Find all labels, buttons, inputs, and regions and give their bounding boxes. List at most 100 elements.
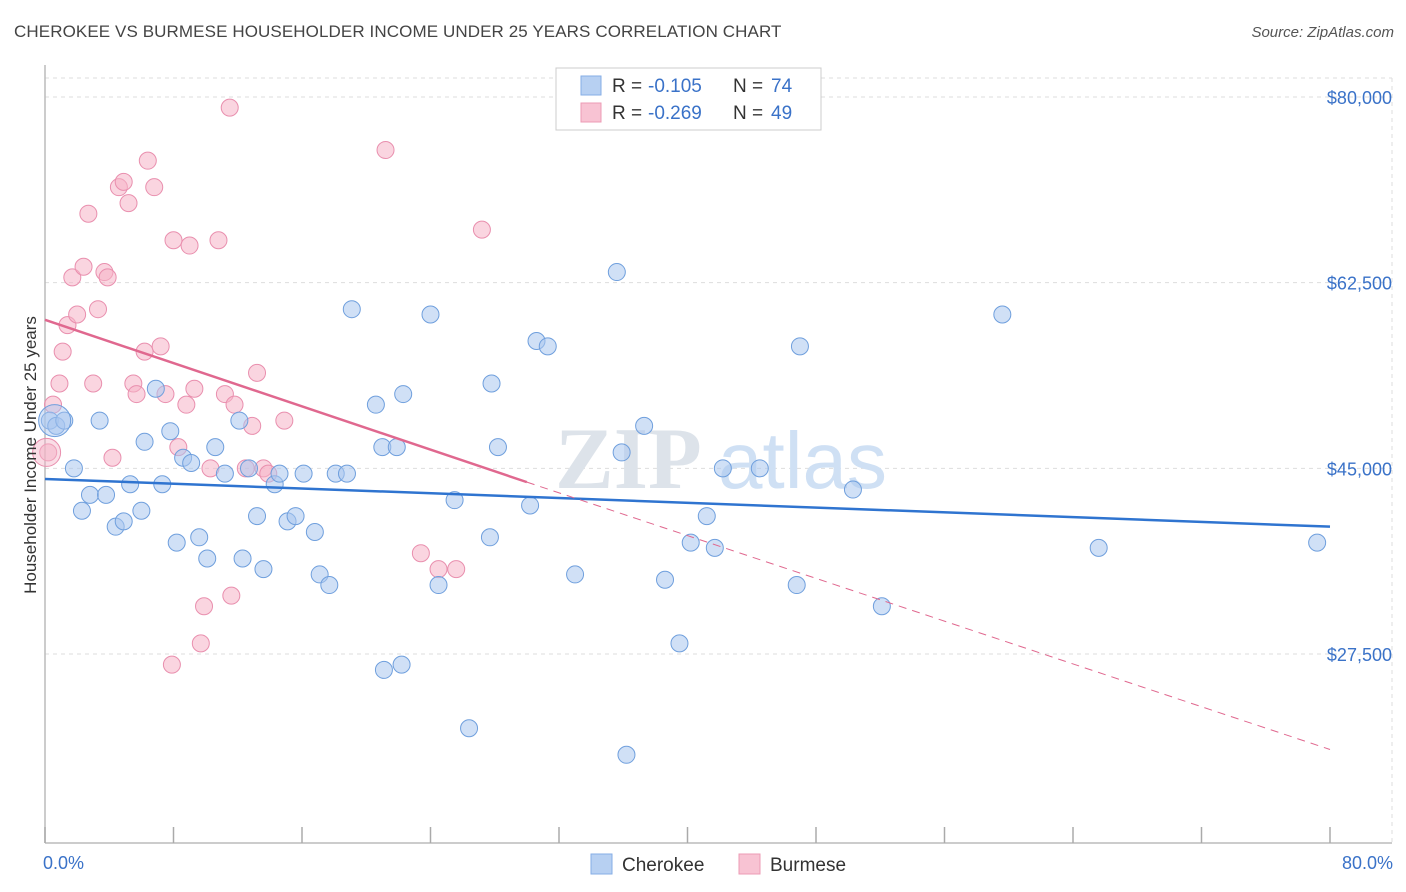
burmese-point <box>53 342 72 361</box>
burmese-point <box>68 305 87 324</box>
cherokee-point <box>566 565 585 584</box>
burmese-point <box>472 220 491 239</box>
burmese-point <box>119 194 138 213</box>
burmese-trend-line <box>44 318 528 484</box>
bottom-legend-swatch-cherokee <box>590 853 613 875</box>
cherokee-point <box>239 459 258 478</box>
burmese-point <box>209 231 228 250</box>
burmese-point <box>162 655 181 674</box>
cherokee-point <box>366 395 385 414</box>
cherokee-point-cluster <box>38 404 72 438</box>
burmese-point <box>164 231 183 250</box>
burmese-point <box>248 363 267 382</box>
cherokee-point <box>55 411 74 430</box>
burmese-point <box>84 374 103 393</box>
cherokee-point <box>521 496 540 515</box>
burmese-point <box>39 443 58 462</box>
cherokee-point <box>421 305 440 324</box>
cherokee-point <box>294 464 313 483</box>
source-credit: Source: ZipAtlas.com <box>1251 24 1394 41</box>
burmese-point <box>63 268 82 287</box>
cherokee-point <box>337 464 356 483</box>
cherokee-point <box>790 337 809 356</box>
burmese-point <box>411 544 430 563</box>
cherokee-point <box>146 379 165 398</box>
series-legend: Cherokee Burmese <box>590 853 846 876</box>
burmese-point <box>103 448 122 467</box>
burmese-point <box>79 204 98 223</box>
legend-n-label-2: N = <box>733 103 763 124</box>
cherokee-point <box>656 570 675 589</box>
legend-n-label-1: N = <box>733 76 763 97</box>
burmese-point <box>225 395 244 414</box>
cherokee-point <box>97 485 116 504</box>
cherokee-point <box>787 576 806 595</box>
cherokee-point <box>538 337 557 356</box>
cherokee-point <box>697 507 716 526</box>
legend-swatch-cherokee <box>580 75 602 96</box>
burmese-trend-line-extension <box>526 481 1331 750</box>
cherokee-point <box>233 549 252 568</box>
x-tick-label-max: 80.0% <box>1342 853 1393 873</box>
legend-swatch-burmese <box>580 102 602 123</box>
cherokee-point <box>374 660 393 679</box>
cherokee-point <box>1089 538 1108 557</box>
cherokee-point <box>482 374 501 393</box>
cherokee-point <box>488 438 507 457</box>
cherokee-point <box>617 745 636 764</box>
cherokee-point <box>1308 533 1327 552</box>
cherokee-point <box>270 464 289 483</box>
cherokee-point <box>607 263 626 282</box>
cherokee-point <box>114 512 133 531</box>
legend-r-value-2: -0.269 <box>648 103 702 124</box>
cherokee-point <box>460 719 479 738</box>
cherokee-point <box>254 560 273 579</box>
cherokee-point <box>993 305 1012 324</box>
burmese-point <box>177 395 196 414</box>
burmese-point <box>185 379 204 398</box>
watermark-zip: ZIP <box>555 411 702 508</box>
cherokee-point <box>612 443 631 462</box>
cherokee-point <box>705 538 724 557</box>
cherokee-point <box>230 411 249 430</box>
burmese-point <box>429 560 448 579</box>
cherokee-point <box>215 464 234 483</box>
cherokee-point <box>872 597 891 616</box>
cherokee-point <box>394 385 413 404</box>
cherokee-point <box>429 576 448 595</box>
burmese-point <box>127 385 146 404</box>
cherokee-point <box>182 454 201 473</box>
cherokee-points <box>38 263 1327 764</box>
cherokee-point <box>843 480 862 499</box>
cherokee-point <box>80 485 99 504</box>
trend-lines <box>44 318 1331 750</box>
y-tick-label: $27,500 <box>1327 645 1392 665</box>
cherokee-point <box>445 491 464 510</box>
cherokee-point <box>248 507 267 526</box>
cherokee-point <box>681 533 700 552</box>
cherokee-point <box>190 528 209 547</box>
cherokee-trend-line <box>44 477 1331 528</box>
burmese-point <box>114 172 133 191</box>
burmese-point <box>138 151 157 170</box>
burmese-point <box>195 597 214 616</box>
watermark: ZIP atlas <box>555 411 887 508</box>
burmese-point <box>151 337 170 356</box>
legend-n-value-2: 49 <box>771 103 792 124</box>
burmese-point <box>275 411 294 430</box>
burmese-point <box>98 268 117 287</box>
cherokee-point <box>480 528 499 547</box>
cherokee-point <box>635 416 654 435</box>
x-tick-label-min: 0.0% <box>43 853 84 873</box>
cherokee-point <box>286 507 305 526</box>
tick-labels: $27,500 $45,000 $62,500 $80,000 0.0% 80.0% <box>43 88 1393 873</box>
bottom-legend-cherokee: Cherokee <box>622 855 704 876</box>
cherokee-point <box>342 300 361 319</box>
burmese-point-cluster <box>32 437 62 467</box>
burmese-point <box>89 300 108 319</box>
bottom-legend-swatch-burmese <box>738 853 761 875</box>
cherokee-point <box>670 634 689 653</box>
y-tick-label: $80,000 <box>1327 88 1392 108</box>
cherokee-point <box>72 501 91 520</box>
cherokee-point <box>392 655 411 674</box>
